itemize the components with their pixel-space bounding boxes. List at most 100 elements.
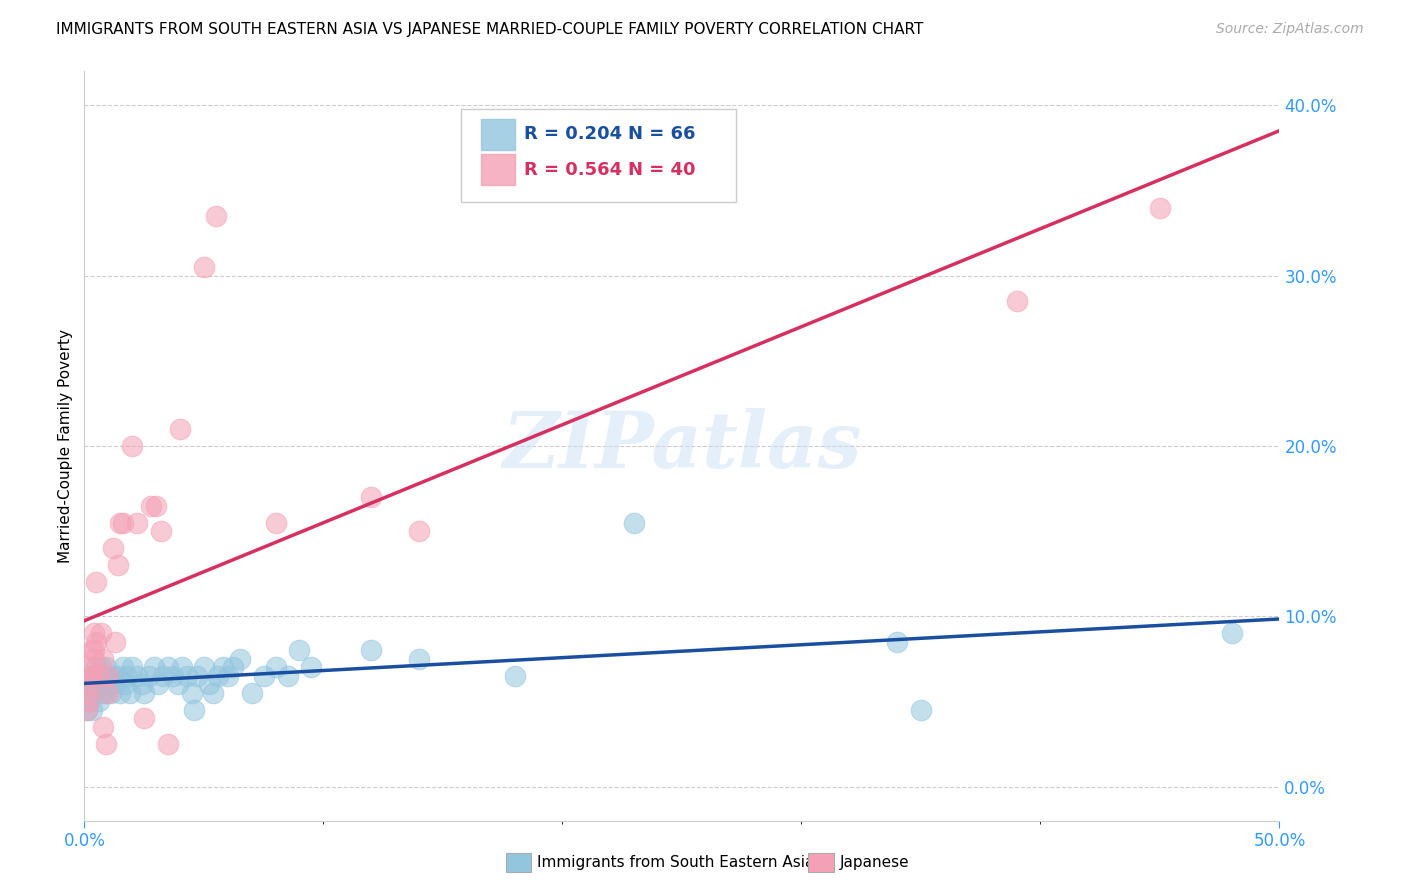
Point <box>240 686 263 700</box>
Point <box>149 524 172 538</box>
Point <box>114 677 136 691</box>
Point <box>264 516 287 530</box>
Point <box>277 669 299 683</box>
Point <box>83 643 105 657</box>
Point <box>107 558 129 573</box>
Point <box>100 686 122 700</box>
Point <box>76 686 98 700</box>
Point <box>97 677 120 691</box>
Point <box>148 677 170 691</box>
Text: Source: ZipAtlas.com: Source: ZipAtlas.com <box>1216 22 1364 37</box>
Point <box>77 677 100 691</box>
Point <box>162 669 184 683</box>
Point <box>157 660 180 674</box>
Text: Japanese: Japanese <box>839 855 910 870</box>
Point <box>181 686 204 700</box>
Point <box>86 635 108 649</box>
Point <box>110 686 132 700</box>
Point <box>253 669 276 683</box>
Point <box>141 499 163 513</box>
Point <box>87 669 110 683</box>
Point <box>104 635 127 649</box>
Point <box>97 669 120 683</box>
Point <box>83 652 105 666</box>
Point <box>131 677 153 691</box>
Point <box>111 660 134 674</box>
Point <box>83 626 105 640</box>
Point <box>217 669 239 683</box>
Point <box>118 686 141 700</box>
Point <box>76 703 98 717</box>
Point <box>87 694 110 708</box>
Point <box>83 686 105 700</box>
Point <box>186 669 208 683</box>
Point <box>172 660 194 674</box>
Point <box>157 737 180 751</box>
Point <box>301 660 323 674</box>
Point <box>93 720 115 734</box>
Point <box>121 660 143 674</box>
Point <box>132 686 156 700</box>
Point <box>205 209 228 223</box>
Point <box>101 669 124 683</box>
Point <box>1149 201 1171 215</box>
Point <box>94 737 117 751</box>
Point <box>193 260 215 275</box>
Point <box>145 499 167 513</box>
Text: N = 40: N = 40 <box>628 161 696 178</box>
Point <box>125 669 148 683</box>
Text: ZIPatlas: ZIPatlas <box>502 408 862 484</box>
Point <box>83 669 105 683</box>
Point <box>197 677 219 691</box>
Point <box>202 686 225 700</box>
FancyBboxPatch shape <box>461 109 735 202</box>
Point <box>77 694 100 708</box>
Point <box>77 669 100 683</box>
Text: R = 0.564: R = 0.564 <box>524 161 623 178</box>
Point <box>94 660 117 674</box>
Point <box>80 669 103 683</box>
Point <box>101 541 124 556</box>
Point <box>138 669 160 683</box>
Point <box>169 422 191 436</box>
Point <box>193 660 215 674</box>
Point <box>212 660 235 674</box>
Point <box>886 635 908 649</box>
Point <box>111 516 134 530</box>
Point <box>142 660 165 674</box>
Point <box>408 652 430 666</box>
Point <box>264 660 287 674</box>
Point <box>107 669 129 683</box>
Point <box>77 694 100 708</box>
Point <box>93 677 115 691</box>
Point <box>221 660 243 674</box>
Y-axis label: Married-Couple Family Poverty: Married-Couple Family Poverty <box>58 329 73 563</box>
FancyBboxPatch shape <box>481 153 515 186</box>
Text: IMMIGRANTS FROM SOUTH EASTERN ASIA VS JAPANESE MARRIED-COUPLE FAMILY POVERTY COR: IMMIGRANTS FROM SOUTH EASTERN ASIA VS JA… <box>56 22 924 37</box>
Text: Immigrants from South Eastern Asia: Immigrants from South Eastern Asia <box>537 855 814 870</box>
Point <box>207 669 229 683</box>
Point <box>80 669 103 683</box>
Point <box>910 703 932 717</box>
Point <box>360 490 382 504</box>
Text: N = 66: N = 66 <box>628 125 696 144</box>
Point <box>1005 294 1028 309</box>
Point <box>97 669 120 683</box>
Point <box>90 626 112 640</box>
Point <box>125 516 148 530</box>
Point <box>623 516 645 530</box>
Point <box>229 652 252 666</box>
Point <box>183 703 205 717</box>
Point <box>104 677 127 691</box>
Point <box>166 677 188 691</box>
Point <box>76 703 98 717</box>
Point <box>90 660 112 674</box>
Point <box>117 669 139 683</box>
Point <box>408 524 430 538</box>
Point <box>90 686 112 700</box>
Point <box>93 652 115 666</box>
Point <box>360 643 382 657</box>
Point <box>86 660 108 674</box>
Point <box>176 669 198 683</box>
Point <box>110 516 132 530</box>
